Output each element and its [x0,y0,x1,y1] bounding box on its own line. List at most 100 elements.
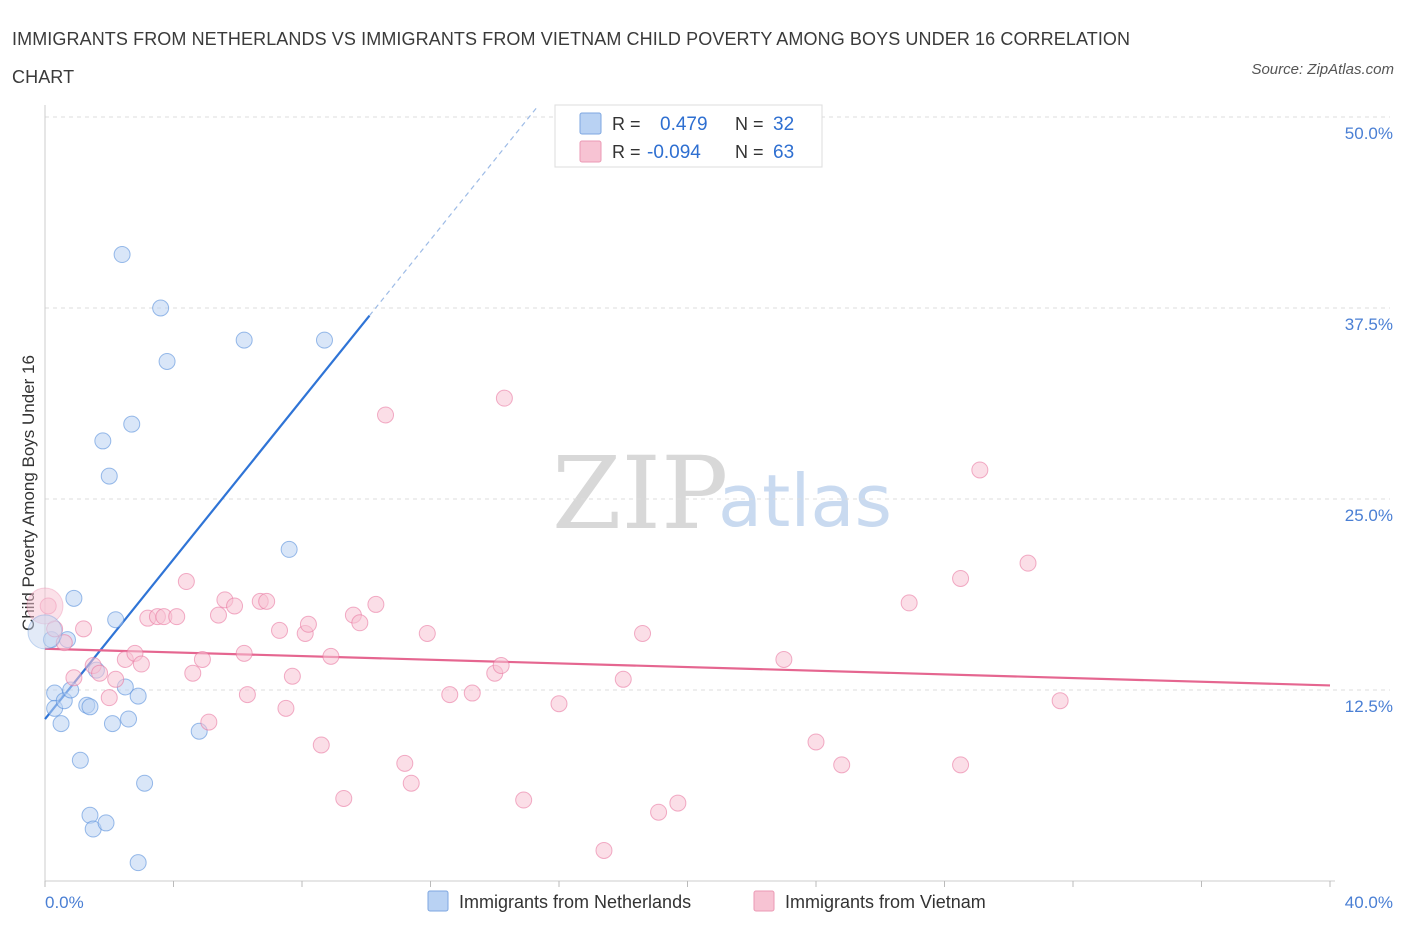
data-point [595,841,613,859]
y-tick-label: 12.5% [1345,697,1393,716]
data-point [299,615,317,633]
x-tick-label-max: 40.0% [1345,893,1393,912]
data-point [81,698,99,716]
data-point [103,715,121,733]
x-tick-label-min: 0.0% [45,893,84,912]
data-point [418,624,436,642]
legend-swatch-netherlands [579,112,602,135]
data-point [952,756,970,774]
data-point [322,647,340,665]
data-point [1019,554,1037,572]
legend-label-vietnam: Immigrants from Vietnam [785,892,986,912]
data-point [833,756,851,774]
data-point [100,689,118,707]
y-tick-label: 37.5% [1345,315,1393,334]
data-point [235,331,253,349]
data-point [312,736,330,754]
trend-lines [44,107,1331,720]
y-tick-label: 25.0% [1345,506,1393,525]
legend-r-label-2: R = [612,142,641,162]
series-netherlands [42,246,333,872]
data-point [152,299,170,317]
watermark: ZIP atlas [552,435,892,552]
data-point [97,814,115,832]
correlation-legend: R = 0.479 N = 32 R = -0.094 N = 63 [554,104,823,168]
data-point [123,415,141,433]
data-point [396,754,414,772]
data-point [280,540,298,558]
data-point [129,687,147,705]
y-tick-labels: 12.5% 25.0% 37.5% 50.0% [1345,124,1393,716]
data-point-large [27,614,63,650]
legend-n-value-1: 32 [773,114,794,135]
data-point [441,686,459,704]
data-point [132,655,150,673]
data-point [550,695,568,713]
y-tick-label: 50.0% [1345,124,1393,143]
legend-n-value-2: 63 [773,142,794,163]
data-point [200,713,218,731]
watermark-zip: ZIP [552,435,728,552]
data-point [367,595,385,613]
legend-swatch-vietnam-bottom [753,890,775,912]
x-tick-labels: 0.0% 40.0% [45,893,1393,912]
data-point [177,573,195,591]
data-point [335,789,353,807]
data-point [650,803,668,821]
data-point [669,794,687,812]
legend-swatch-netherlands-bottom [427,890,449,912]
legend-label-netherlands: Immigrants from Netherlands [459,892,691,912]
chart-title: IMMIGRANTS FROM NETHERLANDS VS IMMIGRANT… [12,29,1131,87]
data-point [71,751,89,769]
axes [44,105,1335,887]
data-point [238,686,256,704]
data-point [402,774,420,792]
data-point [900,594,918,612]
data-point [107,611,125,629]
data-point [235,644,253,662]
data-point [971,461,989,479]
data-point [113,246,131,264]
data-point [775,650,793,668]
data-point [258,592,276,610]
data-point [952,569,970,587]
data-point [283,667,301,685]
data-point [100,467,118,485]
watermark-atlas: atlas [718,459,892,543]
data-point [209,606,227,624]
data-point [277,699,295,717]
trend-line-vietnam [44,647,1331,687]
data-point [91,664,109,682]
data-point [129,854,147,872]
data-point [614,670,632,688]
data-point [315,331,333,349]
y-axis-label: Child Poverty Among Boys Under 16 [19,355,38,631]
series-legend: Immigrants from Netherlands Immigrants f… [427,890,986,912]
data-point [65,589,83,607]
legend-r-value-2: -0.094 [647,142,701,163]
data-point [107,670,125,688]
data-point [634,624,652,642]
data-point [226,597,244,615]
grid-lines [45,116,1390,691]
data-point [65,669,83,687]
data-point [184,664,202,682]
source-label: Source: ZipAtlas.com [1251,61,1394,78]
data-point [136,774,154,792]
data-point [1051,692,1069,710]
legend-n-label-2: N = [735,142,764,162]
data-point [94,432,112,450]
data-point [158,352,176,370]
trend-line-netherlands-extension [368,107,537,317]
data-point [515,791,533,809]
data-point [120,710,138,728]
data-point [377,406,395,424]
data-point [168,608,186,626]
data-point [492,657,510,675]
data-point [271,621,289,639]
data-point [52,715,70,733]
data-point [463,684,481,702]
legend-r-value-1: 0.479 [660,114,708,135]
data-point [75,620,93,638]
